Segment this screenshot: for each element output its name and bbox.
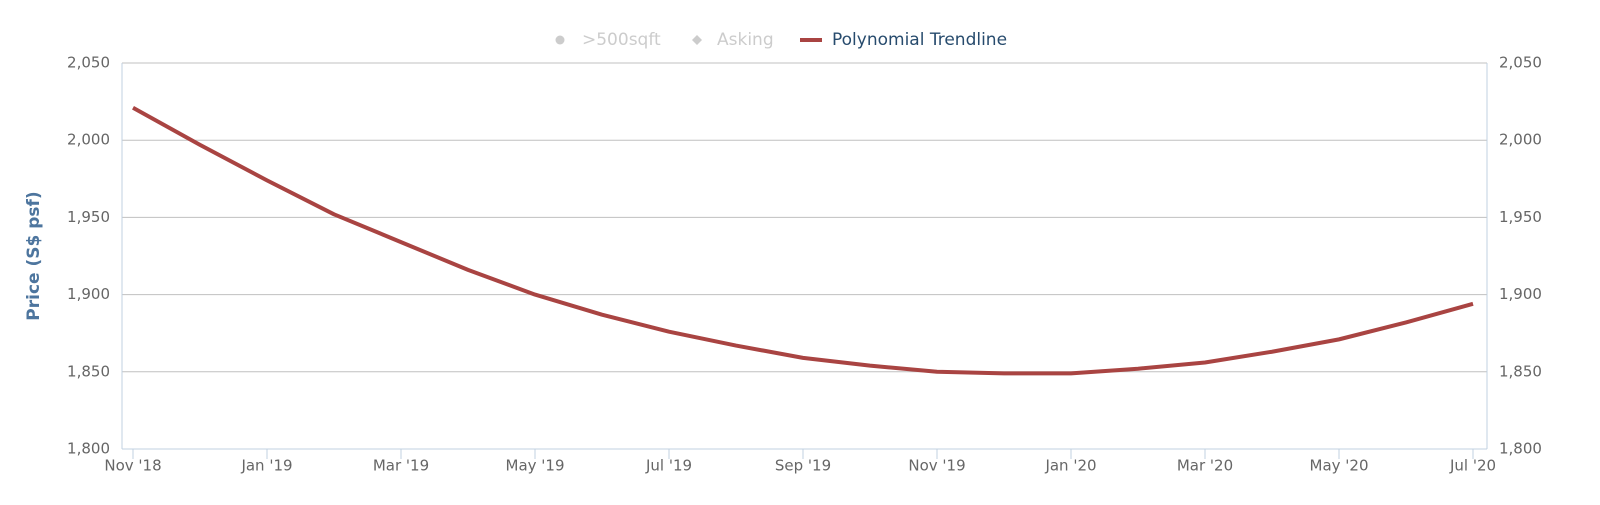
y-axis-title: Price (S$ psf) (24, 191, 44, 320)
x-tick-label: Nov '18 (104, 457, 161, 475)
y-tick-label: 2,050 (67, 54, 110, 72)
legend-label[interactable]: >500sqft (582, 30, 661, 50)
y2-tick-label: 2,050 (1499, 54, 1542, 72)
x-tick-label: Jan '20 (1044, 457, 1096, 475)
trend-line (132, 106, 1474, 376)
y2-tick-label: 1,800 (1499, 440, 1542, 458)
x-tick-label: Mar '20 (1177, 457, 1233, 475)
y-tick-label: 1,800 (67, 440, 110, 458)
x-tick-label: May '20 (1310, 457, 1369, 475)
x-tick-label: Nov '19 (908, 457, 965, 475)
legend-symbol (555, 35, 565, 45)
y-tick-label: 1,850 (67, 362, 110, 380)
y2-tick-label: 1,900 (1499, 285, 1542, 303)
x-tick-label: Sep '19 (775, 457, 831, 475)
legend-label[interactable]: Polynomial Trendline (832, 30, 1007, 50)
y2-tick-label: 1,850 (1499, 362, 1542, 380)
y2-tick-label: 1,950 (1499, 208, 1542, 226)
y-tick-label: 1,900 (67, 285, 110, 303)
y-tick-label: 1,950 (67, 208, 110, 226)
x-tick-label: May '19 (506, 457, 565, 475)
x-tick-label: Jan '19 (240, 457, 292, 475)
legend-symbol (692, 35, 702, 45)
y-tick-label: 2,000 (67, 131, 110, 149)
x-tick-label: Jul '19 (645, 457, 692, 475)
x-tick-label: Mar '19 (373, 457, 429, 475)
x-tick-label: Jul '20 (1449, 457, 1496, 475)
y2-tick-label: 2,000 (1499, 131, 1542, 149)
legend-label[interactable]: Asking (717, 30, 774, 50)
